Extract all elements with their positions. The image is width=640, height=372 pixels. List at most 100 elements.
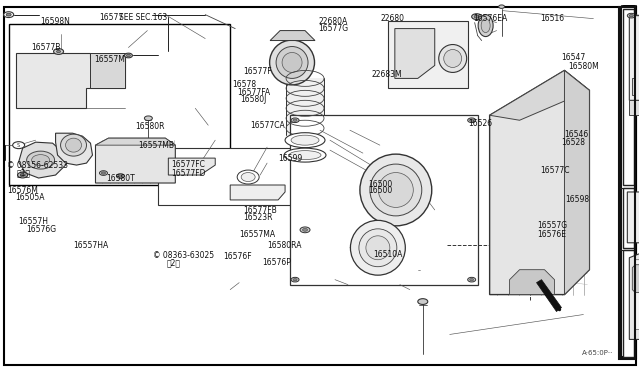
Ellipse shape xyxy=(291,135,319,145)
Text: 16576P: 16576P xyxy=(262,258,291,267)
Circle shape xyxy=(474,15,479,18)
Circle shape xyxy=(418,299,428,304)
Ellipse shape xyxy=(444,49,461,67)
Text: 16500: 16500 xyxy=(368,180,392,189)
Text: 22680A: 22680A xyxy=(318,17,348,26)
Circle shape xyxy=(127,54,131,57)
Text: 16516: 16516 xyxy=(540,14,564,23)
Text: 16547: 16547 xyxy=(561,53,586,62)
Polygon shape xyxy=(509,270,554,295)
Text: 16557MA: 16557MA xyxy=(239,230,275,239)
Ellipse shape xyxy=(237,170,259,184)
Text: SEE SEC.163: SEE SEC.163 xyxy=(119,13,167,22)
Text: 16577C: 16577C xyxy=(540,166,570,174)
Circle shape xyxy=(102,172,106,174)
Text: 16577F: 16577F xyxy=(243,67,272,76)
Polygon shape xyxy=(15,54,125,108)
Text: 16598: 16598 xyxy=(565,195,589,204)
Text: 16577: 16577 xyxy=(100,13,124,22)
Circle shape xyxy=(472,14,482,20)
Circle shape xyxy=(470,119,474,121)
Ellipse shape xyxy=(282,52,302,73)
Text: 22683M: 22683M xyxy=(371,70,402,79)
Polygon shape xyxy=(632,265,640,293)
Polygon shape xyxy=(95,138,175,145)
Text: S: S xyxy=(17,142,20,148)
Circle shape xyxy=(6,13,11,16)
Text: 22680: 22680 xyxy=(380,14,404,23)
Text: （2）: （2） xyxy=(167,258,180,267)
Polygon shape xyxy=(629,100,640,115)
Text: 16580M: 16580M xyxy=(568,62,598,71)
Polygon shape xyxy=(56,133,93,165)
Text: 16599: 16599 xyxy=(278,154,303,163)
Ellipse shape xyxy=(31,155,49,166)
Text: （1）: （1） xyxy=(17,169,31,177)
Text: 16557HA: 16557HA xyxy=(73,241,108,250)
Circle shape xyxy=(629,15,634,17)
Text: 16523R: 16523R xyxy=(243,213,273,222)
Bar xyxy=(623,9,634,185)
Text: 16577CA: 16577CA xyxy=(250,121,285,130)
Bar xyxy=(9,23,230,185)
Ellipse shape xyxy=(366,236,390,260)
Text: 16576G: 16576G xyxy=(26,225,56,234)
Ellipse shape xyxy=(439,45,467,73)
Circle shape xyxy=(468,278,476,282)
Text: 16576E: 16576E xyxy=(537,230,566,240)
Circle shape xyxy=(116,174,124,178)
Polygon shape xyxy=(536,280,561,311)
Circle shape xyxy=(118,175,122,177)
Text: 16577FC: 16577FC xyxy=(172,160,205,169)
Polygon shape xyxy=(490,70,589,120)
Bar xyxy=(632,78,636,95)
Ellipse shape xyxy=(351,220,405,275)
Circle shape xyxy=(293,119,297,121)
Text: 16546: 16546 xyxy=(564,130,589,140)
Ellipse shape xyxy=(61,134,86,156)
Ellipse shape xyxy=(65,138,81,152)
Ellipse shape xyxy=(360,154,432,226)
Text: 16510A: 16510A xyxy=(374,250,403,259)
Circle shape xyxy=(54,49,63,54)
Circle shape xyxy=(20,174,25,176)
Bar xyxy=(620,7,636,359)
Text: 16580RA: 16580RA xyxy=(268,241,302,250)
Polygon shape xyxy=(629,252,640,339)
Circle shape xyxy=(499,5,504,9)
Ellipse shape xyxy=(289,151,321,160)
Polygon shape xyxy=(395,29,435,78)
Text: 16500: 16500 xyxy=(368,186,392,195)
Circle shape xyxy=(4,12,13,17)
Bar xyxy=(622,6,636,359)
Bar xyxy=(158,148,292,205)
Text: 16528: 16528 xyxy=(561,138,586,147)
Text: 16505A: 16505A xyxy=(15,193,44,202)
Ellipse shape xyxy=(370,164,422,216)
Circle shape xyxy=(145,116,152,121)
Text: 16580R: 16580R xyxy=(135,122,164,131)
Text: 16577G: 16577G xyxy=(318,24,348,33)
Text: 16577FD: 16577FD xyxy=(172,169,205,178)
Circle shape xyxy=(291,278,299,282)
Polygon shape xyxy=(168,158,215,175)
Text: 16576M: 16576M xyxy=(7,186,38,195)
Circle shape xyxy=(56,50,61,53)
Text: 16577B: 16577B xyxy=(31,42,61,51)
Text: 16557M: 16557M xyxy=(95,55,125,64)
Ellipse shape xyxy=(284,148,326,162)
Ellipse shape xyxy=(478,15,493,36)
Bar xyxy=(621,7,636,357)
Text: 16580J: 16580J xyxy=(240,95,266,104)
Ellipse shape xyxy=(269,40,314,85)
Text: 16578: 16578 xyxy=(232,80,257,89)
Bar xyxy=(290,115,477,285)
Text: © 08363-63025: © 08363-63025 xyxy=(154,251,214,260)
Ellipse shape xyxy=(285,133,325,148)
Bar xyxy=(623,188,634,248)
Ellipse shape xyxy=(359,229,397,267)
Polygon shape xyxy=(636,260,640,330)
Text: 16526: 16526 xyxy=(468,119,492,128)
Circle shape xyxy=(627,13,636,18)
Ellipse shape xyxy=(27,151,54,169)
